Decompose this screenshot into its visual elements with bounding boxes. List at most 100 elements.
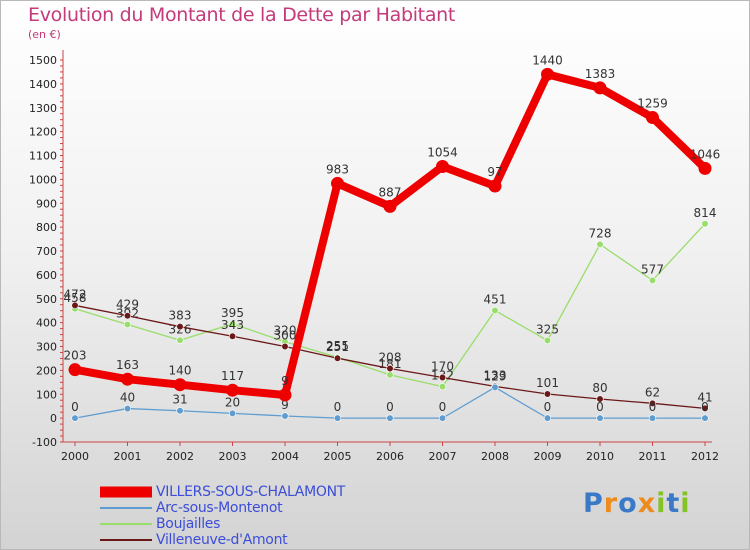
data-point (438, 414, 447, 422)
data-point (646, 111, 659, 125)
data-label: 0 (439, 400, 447, 414)
data-label: 208 (379, 350, 402, 364)
data-label: 887 (379, 185, 402, 199)
data-point (226, 383, 239, 397)
x-tick-label: 2009 (534, 450, 562, 463)
data-point (596, 414, 604, 422)
data-point (386, 414, 394, 422)
data-point (333, 354, 342, 362)
logo-letter: r (603, 488, 619, 519)
data-point (543, 414, 552, 422)
data-label: 451 (484, 292, 507, 306)
data-label: 133 (484, 368, 507, 382)
data-label: 383 (169, 309, 192, 323)
data-label: 728 (589, 226, 612, 240)
x-tick-label: 2010 (586, 450, 614, 463)
data-label: 20 (225, 395, 240, 409)
data-point (543, 390, 552, 398)
data-label: 97 (487, 165, 502, 179)
data-point (386, 364, 394, 373)
data-label: 0 (701, 400, 709, 414)
data-point (648, 414, 657, 422)
legend-swatch (100, 507, 152, 509)
data-point (596, 395, 604, 403)
data-point (596, 240, 604, 248)
data-point (541, 67, 554, 81)
y-tick-label: 900 (36, 197, 57, 210)
data-point (491, 306, 499, 315)
data-point (176, 323, 184, 331)
x-tick-label: 2002 (166, 450, 194, 463)
data-label: 62 (645, 385, 660, 399)
data-point (386, 371, 394, 379)
data-label: 9 (281, 398, 289, 412)
data-point (698, 161, 712, 175)
data-label: 0 (334, 400, 342, 414)
data-label: 0 (649, 400, 657, 414)
y-tick-label: 600 (36, 269, 57, 282)
x-tick-label: 2004 (271, 450, 299, 463)
data-point (121, 372, 134, 386)
data-point (278, 388, 292, 402)
data-point (438, 383, 447, 391)
logo-letter: i (656, 488, 667, 519)
data-point (436, 159, 449, 173)
data-label: 0 (544, 400, 552, 414)
data-point (176, 336, 184, 344)
logo-letter: x (637, 488, 657, 519)
data-point (228, 409, 237, 417)
data-label: 163 (116, 358, 139, 372)
data-label: 0 (71, 400, 79, 414)
data-point (331, 176, 344, 190)
data-point (333, 414, 342, 422)
data-label: 458 (64, 291, 87, 305)
logo-letter: P (583, 488, 604, 519)
chart-subtitle: (en €) (28, 28, 61, 41)
data-label: 577 (641, 262, 664, 276)
legend-label: VILLERS-SOUS-CHALAMONT (156, 484, 346, 500)
data-label: 140 (169, 364, 192, 378)
x-tick-label: 2012 (691, 450, 719, 463)
data-point (281, 412, 289, 420)
data-point (701, 220, 709, 228)
legend-label: Villeneuve-d'Amont (156, 532, 288, 548)
data-point (593, 81, 607, 95)
chart-title: Evolution du Montant de la Dette par Hab… (28, 4, 456, 26)
data-label: 1259 (637, 97, 668, 111)
logo-letter: i (680, 488, 691, 519)
data-point (173, 378, 187, 392)
x-tick-label: 2000 (61, 450, 89, 463)
data-point (123, 404, 132, 413)
data-label: 170 (431, 360, 454, 374)
data-label: 0 (596, 400, 604, 414)
x-tick-label: 2008 (481, 450, 509, 463)
data-point (176, 407, 184, 415)
legend-swatch (100, 539, 152, 541)
data-point (228, 332, 237, 340)
data-label: 129 (484, 369, 507, 383)
y-tick-label: 100 (36, 388, 57, 401)
y-tick-label: 1400 (29, 78, 57, 91)
data-label: 80 (592, 381, 607, 395)
y-tick-label: 1200 (29, 126, 57, 139)
data-label: 320 (274, 324, 297, 338)
y-tick-label: -100 (32, 436, 57, 449)
data-label: 429 (116, 298, 139, 312)
data-point (71, 301, 79, 310)
data-point (228, 320, 237, 328)
data-label: 395 (221, 306, 244, 320)
data-label: 300 (274, 329, 297, 343)
y-tick-label: 0 (50, 412, 57, 425)
y-tick-label: 1100 (29, 150, 57, 163)
data-point (701, 414, 709, 422)
data-label: 1383 (585, 67, 616, 81)
data-point (648, 399, 657, 407)
logo-letter: o (618, 488, 638, 519)
data-point (68, 363, 82, 377)
data-label: 0 (386, 400, 394, 414)
y-tick-label: 300 (36, 341, 57, 354)
y-tick-label: 700 (36, 245, 57, 258)
y-tick-label: 1500 (29, 54, 57, 67)
x-tick-label: 2007 (429, 450, 457, 463)
